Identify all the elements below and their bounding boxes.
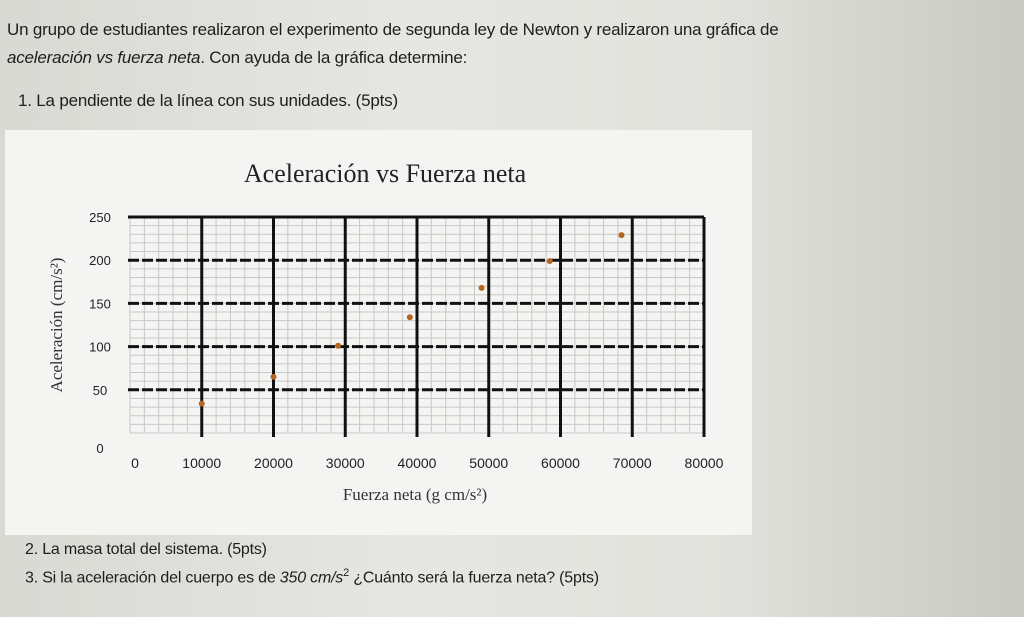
intro-rest: . Con ayuda de la gráfica determine: <box>200 48 468 67</box>
q3-exponent: 2 <box>343 567 350 579</box>
q3-end: ¿Cuánto será la fuerza neta? (5pts) <box>349 569 599 587</box>
data-point <box>406 314 413 321</box>
data-point <box>335 342 342 349</box>
x-tick-label: 70000 <box>613 455 652 471</box>
y-axis-title: Aceleración (cm/s²) <box>47 258 66 393</box>
x-tick-label: 10000 <box>182 455 221 471</box>
y-tick-label: 150 <box>89 296 111 311</box>
x-tick-label: 80000 <box>685 455 724 471</box>
data-point <box>618 232 625 239</box>
data-point <box>546 258 553 265</box>
intro-italic: aceleración vs fuerza neta <box>7 48 201 67</box>
question-1: 1. La pendiente de la línea con sus unid… <box>18 91 398 110</box>
y-tick-label: 0 <box>96 441 103 456</box>
y-tick-label: 250 <box>89 210 111 225</box>
q3-value: 350 cm/s <box>279 569 344 587</box>
x-axis-title: Fuerza neta (g cm/s²) <box>343 485 487 504</box>
scatter-chart: Aceleración vs Fuerza neta 0 10000 20000 30… <box>47 159 724 504</box>
chart-title: Aceleración vs Fuerza neta <box>244 159 527 188</box>
data-point <box>198 400 205 407</box>
x-tick-label: 40000 <box>398 455 437 471</box>
x-tick-label: 30000 <box>326 455 365 471</box>
x-tick-label: 60000 <box>541 455 580 471</box>
question-2: 2. La masa total del sistema. (5pts) <box>25 541 267 558</box>
x-tick-label: 0 <box>131 455 139 471</box>
question-3: 3. Si la aceleración del cuerpo es de 35… <box>25 567 599 587</box>
y-tick-label: 100 <box>89 340 111 355</box>
chart-panel: Aceleración vs Fuerza neta 0 10000 20000 30… <box>5 130 752 535</box>
intro-line-2: aceleración vs fuerza neta. Con ayuda de… <box>7 48 467 68</box>
y-tick-label: 50 <box>93 383 107 398</box>
data-point <box>478 284 485 291</box>
x-tick-label: 20000 <box>254 455 293 471</box>
intro-line-1: Un grupo de estudiantes realizaron el ex… <box>7 20 779 39</box>
y-tick-label: 200 <box>89 253 111 268</box>
q3-start: 3. Si la aceleración del cuerpo es de <box>25 569 280 587</box>
x-tick-label: 50000 <box>469 455 508 471</box>
data-point <box>270 373 277 380</box>
